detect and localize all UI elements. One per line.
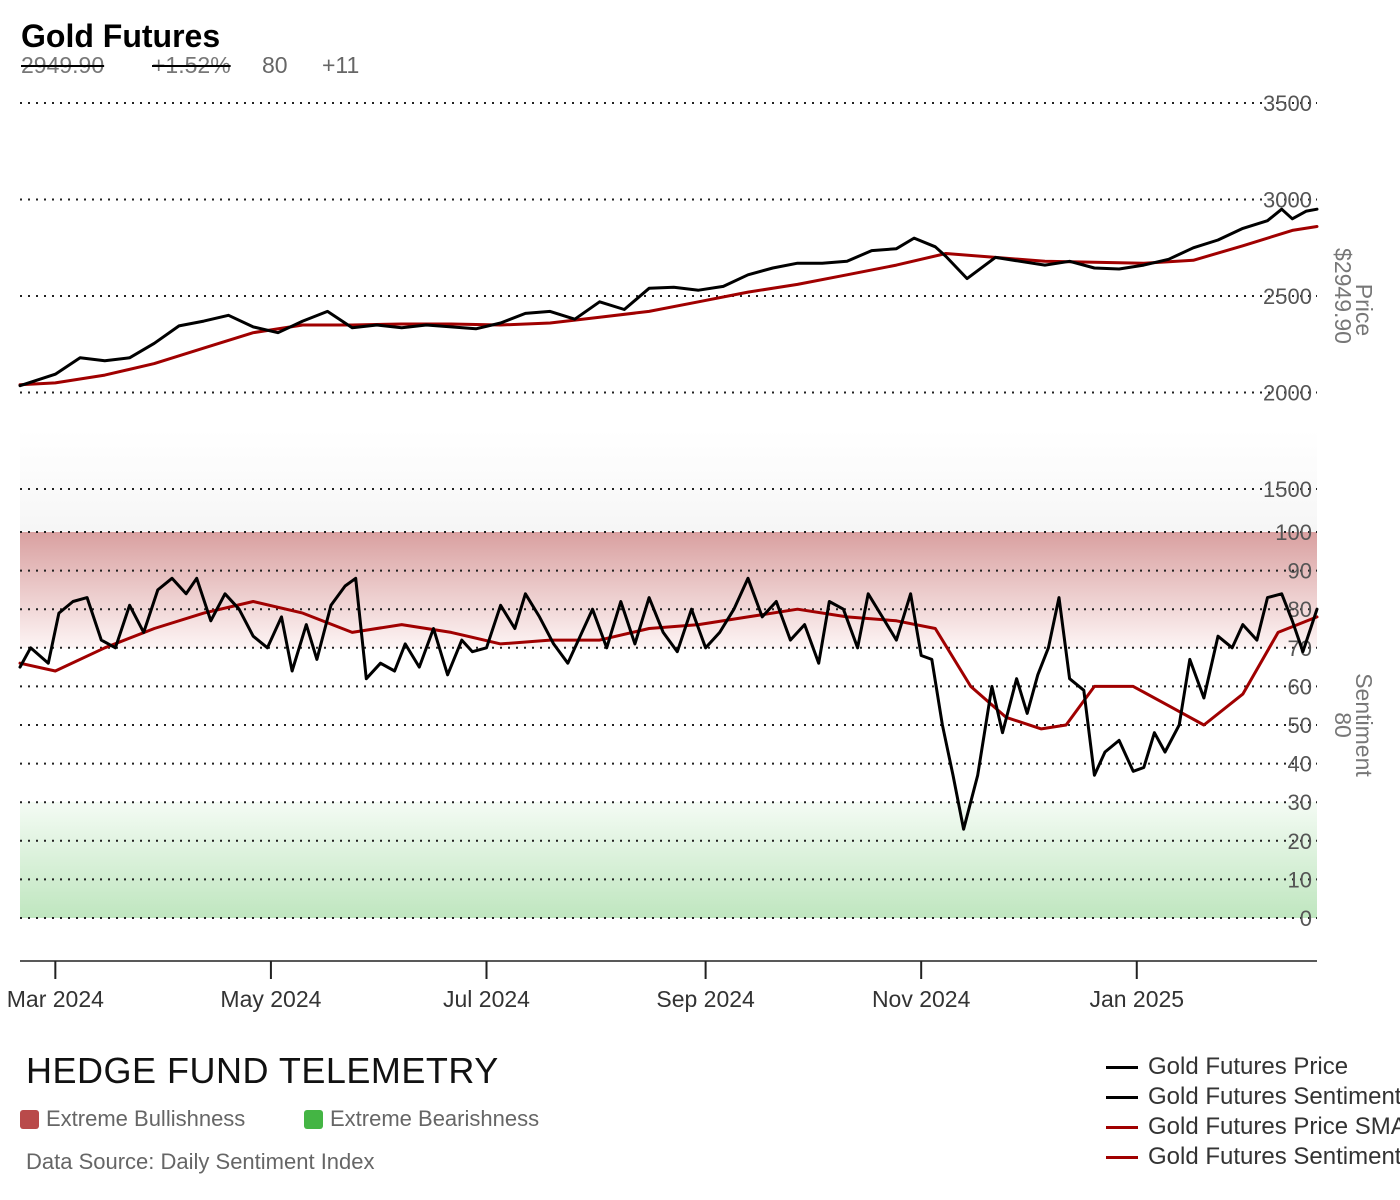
header-change: +1.52% — [152, 52, 231, 78]
x-axis: Mar 2024 May 2024 Jul 2024 Sep 2024 Nov 2024… — [7, 961, 1184, 1012]
header-sentiment-change: +11 — [322, 52, 360, 78]
legend-label-price: Gold Futures Price — [1148, 1053, 1349, 1080]
legend-item-price-sma[interactable]: Gold Futures Price SMA — [1106, 1112, 1400, 1142]
sentiment-axis-current: 80 — [1330, 712, 1356, 738]
series — [18, 207, 1319, 831]
legend-line-price — [1106, 1065, 1138, 1069]
legend-label-sentiment-sma: Gold Futures Sentiment SMA — [1148, 1143, 1400, 1170]
bullish-swatch — [20, 1109, 39, 1129]
sentiment-tick-label: 10 — [1288, 867, 1312, 892]
price-tick-label: 3500 — [1263, 91, 1312, 116]
bullish-label: Extreme Bullishness — [46, 1106, 246, 1131]
legend-item-price[interactable]: Gold Futures Price — [1106, 1052, 1400, 1082]
sentiment-tick-label: 100 — [1275, 520, 1312, 545]
price-axis-current: $2949.90 — [1330, 248, 1356, 344]
legend-item-sentiment-sma[interactable]: Gold Futures Sentiment SMA — [1106, 1142, 1400, 1172]
zone-legend-bullish: Extreme Bullishness — [20, 1106, 245, 1132]
x-tick-label: Jul 2024 — [443, 986, 530, 1012]
price-panel-fade — [20, 430, 1317, 532]
series-price-line — [18, 207, 1319, 388]
x-tick-label: Mar 2024 — [7, 986, 104, 1012]
sentiment-tick-label: 90 — [1288, 559, 1312, 584]
legend-label-price-sma: Gold Futures Price SMA — [1148, 1113, 1400, 1140]
grid — [20, 102, 1317, 919]
sentiment-tick-label: 30 — [1288, 790, 1312, 815]
price-axis: 1500 2000 2500 3000 3500 — [1263, 91, 1312, 502]
zone-legend-bearish: Extreme Bearishness — [304, 1106, 539, 1132]
legend-label-sentiment: Gold Futures Sentiment — [1148, 1083, 1400, 1110]
header-sentiment: 80 — [262, 52, 288, 78]
legend-line-sentiment — [1106, 1095, 1138, 1099]
sentiment-tick-label: 0 — [1300, 906, 1312, 931]
chart-title: Gold Futures — [21, 18, 221, 54]
x-tick-label: Nov 2024 — [872, 986, 971, 1012]
brand-name: HEDGE FUND TELEMETRY — [26, 1050, 499, 1091]
series-price-sma-line — [18, 225, 1319, 387]
bearish-swatch — [304, 1109, 323, 1129]
header-price: 2949.90 — [21, 52, 105, 78]
x-tick-label: May 2024 — [220, 986, 321, 1012]
data-source: Data Source: Daily Sentiment Index — [26, 1149, 375, 1174]
series-sentiment-line — [18, 576, 1319, 831]
zone-extreme-bullishness — [20, 532, 1317, 648]
price-tick-label: 2500 — [1263, 284, 1312, 309]
sentiment-tick-label: 20 — [1288, 829, 1312, 854]
price-tick-label: 3000 — [1263, 188, 1312, 213]
price-tick-label: 1500 — [1263, 477, 1312, 502]
sentiment-tick-label: 50 — [1288, 713, 1312, 738]
x-tick-label: Jan 2025 — [1089, 986, 1184, 1012]
legend-line-sentiment-sma — [1106, 1155, 1138, 1159]
bearish-label: Extreme Bearishness — [330, 1106, 540, 1131]
series-sentiment-sma-line — [18, 600, 1319, 731]
zone-extreme-bearishness — [20, 802, 1317, 918]
sentiment-axis-title: Sentiment — [1351, 673, 1377, 777]
legend-item-sentiment[interactable]: Gold Futures Sentiment — [1106, 1082, 1400, 1112]
legend: Gold Futures Price Gold Futures Sentimen… — [1106, 1052, 1400, 1172]
price-axis-title: Price — [1351, 284, 1377, 336]
x-tick-label: Sep 2024 — [656, 986, 755, 1012]
price-tick-label: 2000 — [1263, 381, 1312, 406]
legend-line-price-sma — [1106, 1125, 1138, 1129]
sentiment-tick-label: 40 — [1288, 752, 1312, 777]
sentiment-tick-label: 60 — [1288, 674, 1312, 699]
